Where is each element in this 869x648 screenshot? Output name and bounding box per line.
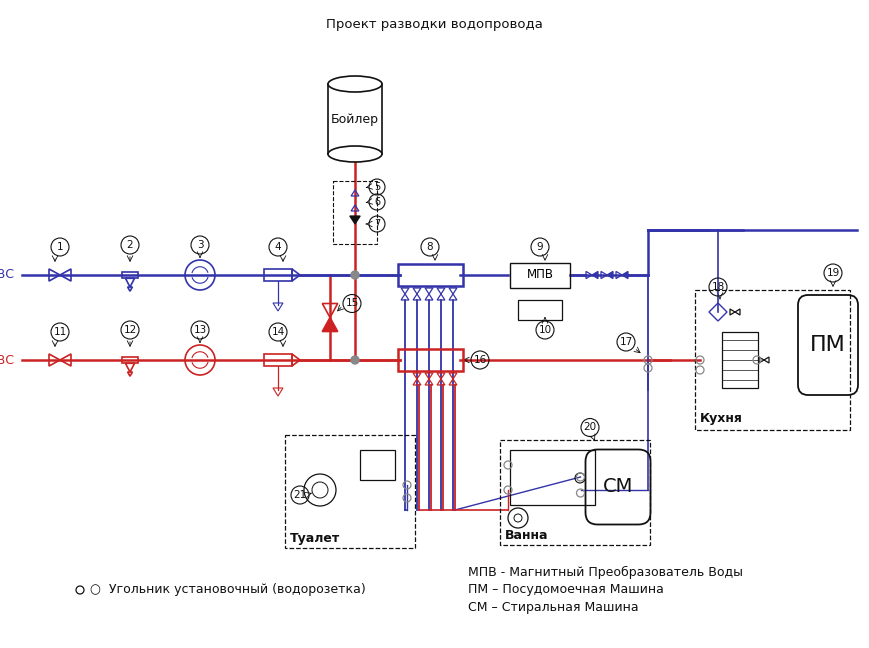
Text: Ванна: Ванна	[505, 529, 548, 542]
Text: 13: 13	[194, 325, 207, 335]
Text: Проект разводки водопровода: Проект разводки водопровода	[326, 18, 542, 31]
Text: 10: 10	[539, 325, 552, 335]
Bar	[264, 269, 292, 281]
Ellipse shape	[328, 76, 382, 92]
Bar	[360, 450, 395, 480]
Polygon shape	[350, 216, 360, 224]
Text: 14: 14	[271, 327, 285, 337]
Text: 9: 9	[537, 242, 543, 252]
Circle shape	[351, 356, 359, 364]
Text: 16: 16	[474, 355, 487, 365]
Polygon shape	[322, 318, 338, 332]
Bar	[122, 272, 138, 278]
Text: Кухня: Кухня	[700, 412, 743, 425]
Bar	[328, 84, 382, 154]
Bar	[397, 349, 462, 371]
Text: 5: 5	[374, 182, 380, 192]
Text: ПМ – Посудомоечная Машина: ПМ – Посудомоечная Машина	[468, 583, 664, 597]
Text: ПМ: ПМ	[810, 335, 846, 355]
Text: ГВС: ГВС	[0, 354, 15, 367]
Text: Бойлер: Бойлер	[331, 113, 379, 126]
Bar	[333, 181, 377, 244]
Text: 11: 11	[53, 327, 67, 337]
Text: 17: 17	[620, 337, 633, 347]
Text: 18: 18	[712, 282, 725, 292]
Text: ○  Угольник установочный (водорозетка): ○ Угольник установочный (водорозетка)	[90, 583, 366, 597]
Text: 15: 15	[345, 299, 359, 308]
Polygon shape	[607, 272, 613, 279]
Bar	[397, 264, 462, 286]
Text: 4: 4	[275, 242, 282, 252]
Text: СМ: СМ	[603, 478, 634, 496]
Bar	[510, 262, 570, 288]
Polygon shape	[592, 272, 598, 279]
Text: 7: 7	[374, 219, 380, 229]
Bar	[518, 300, 562, 320]
Bar	[500, 440, 650, 545]
Text: 3: 3	[196, 240, 203, 250]
Bar	[285, 435, 415, 548]
Text: СМ – Стиральная Машина: СМ – Стиральная Машина	[468, 601, 639, 614]
Text: ХВС: ХВС	[0, 268, 15, 281]
Bar	[510, 450, 595, 505]
Text: МПВ - Магнитный Преобразователь Воды: МПВ - Магнитный Преобразователь Воды	[468, 566, 743, 579]
Text: Туалет: Туалет	[290, 532, 341, 545]
Text: 20: 20	[583, 422, 596, 432]
Text: 6: 6	[374, 197, 380, 207]
Text: 19: 19	[826, 268, 839, 278]
Text: 12: 12	[123, 325, 136, 335]
Ellipse shape	[328, 146, 382, 162]
Bar	[695, 290, 850, 430]
Bar	[264, 354, 292, 366]
Text: 8: 8	[427, 242, 434, 252]
Circle shape	[351, 271, 359, 279]
Text: МПВ: МПВ	[527, 268, 554, 281]
Text: 2: 2	[127, 240, 133, 250]
Polygon shape	[622, 272, 628, 279]
Bar	[122, 356, 138, 364]
Text: 1: 1	[56, 242, 63, 252]
Text: 21: 21	[294, 490, 307, 500]
Bar	[722, 332, 758, 388]
